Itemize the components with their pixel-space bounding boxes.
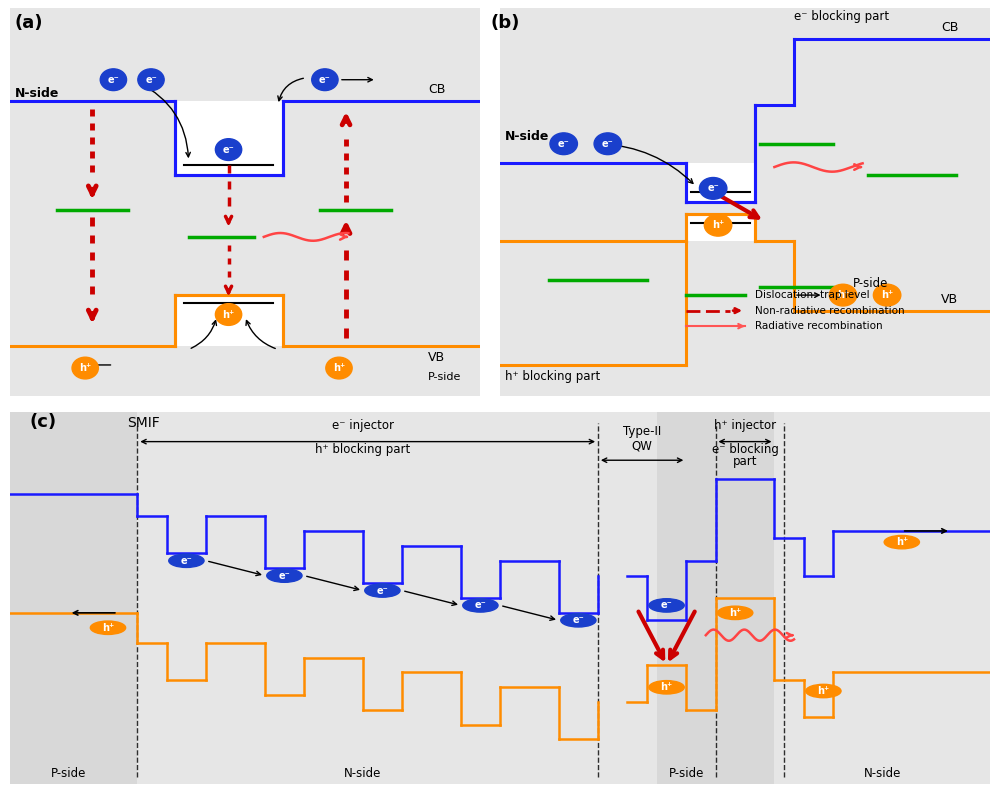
Text: Dislocation: trap level: Dislocation: trap level — [755, 290, 869, 300]
Text: e⁻: e⁻ — [707, 184, 719, 193]
Text: Radiative recombination: Radiative recombination — [755, 321, 882, 331]
Circle shape — [806, 684, 841, 698]
Text: h⁺: h⁺ — [102, 623, 114, 633]
Circle shape — [699, 177, 727, 200]
Circle shape — [326, 357, 352, 379]
Circle shape — [463, 599, 498, 612]
Bar — [686, 214, 755, 241]
Text: CB: CB — [428, 83, 446, 97]
Text: e⁻: e⁻ — [377, 585, 388, 596]
Text: P-side: P-side — [669, 767, 704, 780]
Text: h⁺: h⁺ — [729, 607, 741, 618]
Circle shape — [649, 680, 684, 694]
Text: h⁺: h⁺ — [660, 682, 673, 692]
Circle shape — [884, 535, 919, 549]
Text: e⁻: e⁻ — [475, 600, 486, 611]
Circle shape — [138, 69, 164, 90]
Circle shape — [169, 554, 204, 567]
Bar — [175, 295, 283, 345]
Text: h⁺ injector: h⁺ injector — [714, 419, 776, 432]
Text: SMIF: SMIF — [128, 416, 160, 430]
Text: N-side: N-side — [344, 767, 381, 780]
Circle shape — [829, 284, 857, 306]
Circle shape — [267, 569, 302, 582]
Text: e⁻ blocking: e⁻ blocking — [712, 444, 778, 456]
Circle shape — [561, 614, 596, 627]
Text: N-side: N-side — [505, 130, 549, 143]
Text: VB: VB — [941, 293, 958, 306]
Bar — [175, 101, 283, 175]
Text: e⁻: e⁻ — [661, 600, 672, 611]
Text: e⁻: e⁻ — [279, 570, 290, 581]
Text: h⁺ blocking part: h⁺ blocking part — [505, 371, 600, 383]
Text: e⁻ injector: e⁻ injector — [332, 419, 394, 432]
Text: N-side: N-side — [15, 87, 59, 100]
Circle shape — [365, 584, 400, 597]
Text: QW: QW — [632, 440, 653, 453]
Text: Type-II: Type-II — [623, 425, 661, 438]
Text: h⁺: h⁺ — [79, 363, 91, 373]
Circle shape — [90, 621, 126, 634]
Text: h⁺: h⁺ — [837, 290, 849, 300]
Text: N-side: N-side — [864, 767, 901, 780]
Text: e⁻: e⁻ — [573, 615, 584, 626]
Text: part: part — [733, 455, 757, 467]
Text: Non-radiative recombination: Non-radiative recombination — [755, 306, 904, 316]
Circle shape — [312, 69, 338, 90]
Text: VB: VB — [428, 351, 445, 364]
Text: P-side: P-side — [428, 372, 462, 383]
Text: e⁻ blocking part: e⁻ blocking part — [794, 10, 889, 22]
Text: h⁺: h⁺ — [896, 537, 908, 547]
Text: h⁺: h⁺ — [712, 220, 724, 230]
Text: e⁻: e⁻ — [602, 139, 614, 149]
Text: (b): (b) — [490, 13, 520, 32]
Text: h⁺ blocking part: h⁺ blocking part — [315, 444, 410, 456]
Circle shape — [594, 133, 622, 154]
Circle shape — [704, 215, 732, 236]
Bar — [657, 412, 774, 784]
Text: e⁻: e⁻ — [223, 145, 234, 154]
Circle shape — [215, 139, 242, 161]
Circle shape — [100, 69, 127, 90]
Text: h⁺: h⁺ — [881, 290, 893, 300]
Text: P-side: P-side — [853, 277, 888, 291]
Text: P-side: P-side — [51, 767, 86, 780]
Text: h⁺: h⁺ — [222, 310, 235, 319]
Circle shape — [215, 303, 242, 326]
Text: (a): (a) — [15, 13, 43, 32]
Text: h⁺: h⁺ — [333, 363, 345, 373]
Circle shape — [718, 606, 753, 619]
Text: e⁻: e⁻ — [558, 139, 570, 149]
Text: h⁺: h⁺ — [817, 686, 830, 696]
Text: e⁻: e⁻ — [319, 74, 331, 85]
Circle shape — [649, 599, 684, 612]
Bar — [686, 163, 755, 202]
Text: e⁻: e⁻ — [145, 74, 157, 85]
Circle shape — [873, 284, 901, 306]
Circle shape — [72, 357, 98, 379]
Bar — [10, 412, 137, 784]
Circle shape — [550, 133, 577, 154]
Text: CB: CB — [941, 21, 958, 34]
Text: e⁻: e⁻ — [108, 74, 119, 85]
Text: e⁻: e⁻ — [181, 556, 192, 565]
Text: (c): (c) — [30, 413, 57, 431]
